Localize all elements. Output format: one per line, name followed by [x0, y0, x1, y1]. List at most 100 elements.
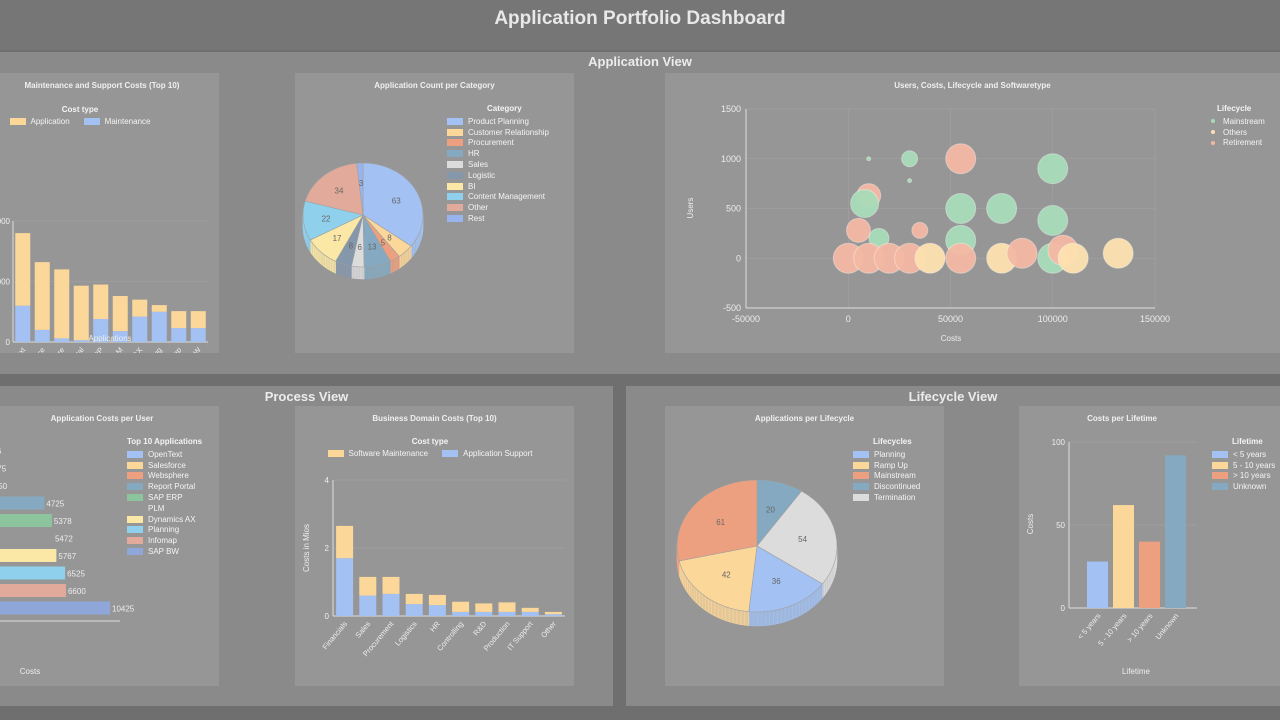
y-tick-label: 500	[726, 204, 741, 214]
legend-item[interactable]: OpenText	[127, 449, 202, 460]
bubble-point	[945, 242, 977, 274]
legend-title: Top 10 Applications	[127, 437, 203, 446]
costs-per-lifetime-card[interactable]: Costs per Lifetime 100 50 0 Costs < 5 years 5…	[1019, 406, 1280, 686]
apps-per-lifecycle-card[interactable]: Applications per Lifecycle 20 54 36 42 61 Li…	[665, 406, 944, 686]
bubble-point	[901, 150, 919, 168]
data-label: 5472	[55, 535, 73, 544]
legend-swatch	[327, 450, 344, 457]
bar	[0, 514, 52, 527]
pie-slice-side	[345, 264, 349, 278]
maintenance-costs-card[interactable]: Maintenance and Support Costs (Top 10) C…	[0, 73, 219, 353]
legend-swatch	[1212, 472, 1228, 480]
maintenance-costs-legend: Cost type Application Maintenance	[0, 105, 160, 126]
legend-item[interactable]: Infomap	[127, 535, 202, 546]
legend-item[interactable]: Mainstream	[853, 471, 920, 482]
legend-swatch	[853, 461, 869, 469]
legend-item[interactable]: PLM	[127, 503, 202, 514]
legend-item-maintenance[interactable]: Maintenance	[83, 117, 150, 126]
bar	[54, 338, 70, 342]
pie-slice	[356, 162, 364, 216]
legend-item[interactable]: Ramp Up	[853, 460, 920, 471]
pie-slice-side	[711, 599, 716, 617]
legend-item[interactable]: HR	[447, 148, 549, 159]
apps-per-lifecycle-title: Applications per Lifecycle	[754, 414, 855, 423]
pie-slice-side	[348, 265, 352, 279]
pie-slice-side	[753, 611, 758, 627]
legend-label: Software Maintenance	[348, 449, 429, 458]
legend-label: Planning	[148, 525, 180, 535]
legend-swatch	[447, 128, 463, 136]
legend-swatch	[853, 483, 869, 491]
pie-slice-side	[387, 260, 391, 275]
legend-item[interactable]: Other	[447, 202, 549, 213]
legend-item[interactable]: < 5 years	[1212, 449, 1275, 460]
legend-item[interactable]: Websphere	[127, 471, 202, 482]
bar	[428, 605, 446, 616]
legend-item[interactable]: Planning	[853, 449, 920, 460]
bar	[171, 328, 187, 342]
bar	[544, 614, 562, 616]
legend-item[interactable]: Product Planning	[447, 116, 549, 127]
users-costs-card[interactable]: Users, Costs, Lifecycle and Softwaretype…	[665, 73, 1280, 353]
bar	[0, 584, 66, 597]
pie-slice-side	[325, 255, 329, 270]
pie-value-label: 61	[716, 518, 725, 527]
pie-slice-side	[400, 253, 404, 268]
app-count-card[interactable]: Application Count per Category 63 8 5 13 6 8 1…	[295, 73, 574, 353]
pie-slice-side	[394, 257, 398, 272]
bubble-point	[845, 217, 871, 243]
legend-item[interactable]: Unknown	[1212, 481, 1275, 492]
y-tick-label: 1000	[721, 154, 741, 164]
bubble-point	[850, 189, 880, 219]
bar	[521, 607, 539, 612]
top10-apps-legend: Top 10 Applications OpenText Salesforce We…	[127, 437, 202, 557]
legend-item[interactable]: > 10 years	[1212, 471, 1275, 482]
pie-slice-side	[721, 604, 726, 622]
legend-item[interactable]: Retirement	[1207, 138, 1265, 149]
legend-item[interactable]: Customer Relationship	[447, 127, 549, 138]
legend-item[interactable]: 5 - 10 years	[1212, 460, 1275, 471]
x-tick-label: Sales	[353, 619, 372, 639]
x-tick-label: 150000	[1140, 314, 1170, 324]
legend-item[interactable]: Mainstream	[1207, 116, 1265, 127]
pie-slice-side	[391, 258, 395, 274]
x-tick-label: > 10 years	[1125, 611, 1155, 644]
legend-item[interactable]: Procurement	[447, 138, 549, 149]
legend-item-software-maintenance[interactable]: Software Maintenance	[327, 449, 429, 458]
pie-slice-side	[339, 262, 344, 277]
bar	[112, 331, 128, 342]
bar	[73, 340, 89, 342]
legend-item[interactable]: Rest	[447, 213, 549, 224]
costs-per-user-card[interactable]: Application Costs per User 26 075 150 4725 5…	[0, 406, 219, 686]
legend-item[interactable]: SAP ERP	[127, 492, 202, 503]
legend-item[interactable]: Termination	[853, 492, 920, 503]
legend-item[interactable]: Report Portal	[127, 481, 202, 492]
legend-item[interactable]: Discontinued	[853, 481, 920, 492]
data-label: 6525	[67, 570, 85, 579]
pie-slice	[748, 545, 823, 613]
pie-value-label: 13	[368, 242, 377, 251]
legend-item[interactable]: Sales	[447, 159, 549, 170]
legend-item[interactable]: Dynamics AX	[127, 514, 202, 525]
legend-item[interactable]: SAP BW	[127, 546, 202, 557]
bar	[405, 604, 423, 616]
y-tick-label: 50	[1056, 521, 1065, 530]
legend-item[interactable]: Others	[1207, 127, 1265, 138]
business-domain-card[interactable]: Business Domain Costs (Top 10) Cost type…	[295, 406, 574, 686]
x-tick-label: HR	[428, 619, 442, 634]
pie-value-label: 5	[381, 238, 386, 247]
legend-swatch	[447, 161, 463, 169]
legend-label: SAP BW	[148, 547, 179, 557]
legend-item-application[interactable]: Application	[9, 117, 70, 126]
pie-slice-side	[769, 610, 774, 626]
bar	[428, 594, 446, 606]
legend-item[interactable]: Salesforce	[127, 460, 202, 471]
legend-item-application-support[interactable]: Application Support	[442, 449, 533, 458]
bubble-point	[945, 143, 977, 175]
legend-label: Others	[1223, 127, 1248, 137]
legend-item[interactable]: Planning	[127, 525, 202, 536]
legend-item[interactable]: Logistic	[447, 170, 549, 181]
legend-item[interactable]: Content Management	[447, 192, 549, 203]
legend-item[interactable]: BI	[447, 181, 549, 192]
bubble-point	[1037, 204, 1069, 236]
